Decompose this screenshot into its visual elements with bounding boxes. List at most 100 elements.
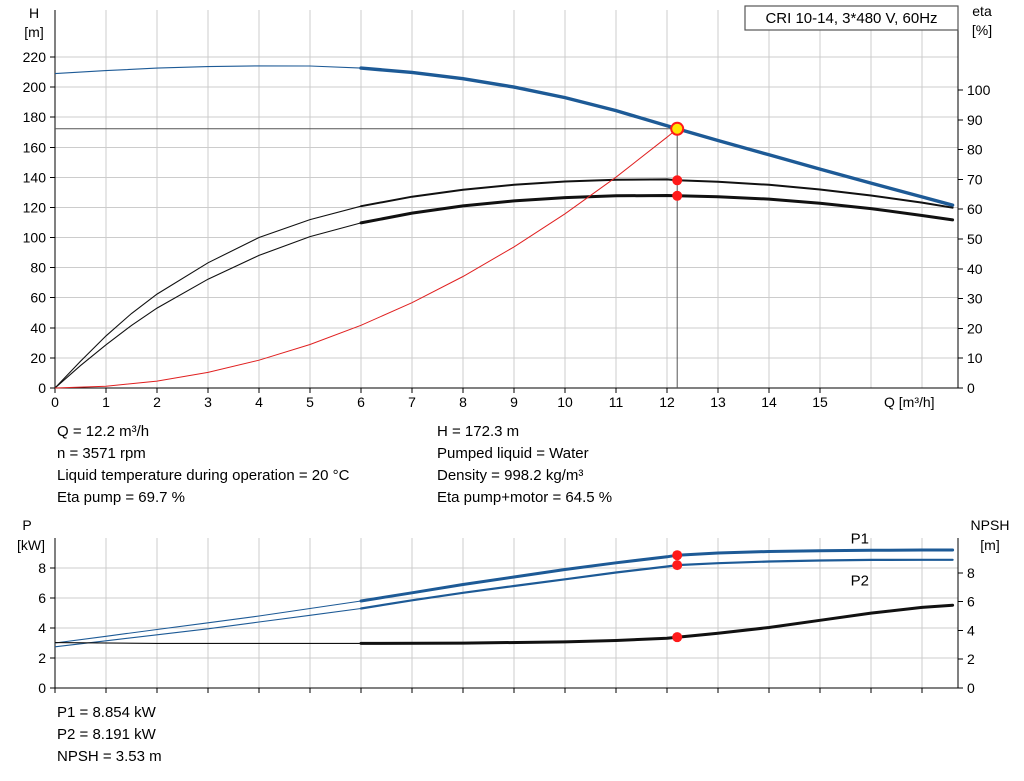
svg-text:70: 70 xyxy=(967,171,983,187)
power-axis-title: P xyxy=(22,517,31,533)
eta-pump-curve-low-range xyxy=(54,205,362,389)
info-eta-total: Eta pump+motor = 64.5 % xyxy=(437,489,612,506)
svg-text:4: 4 xyxy=(38,620,46,636)
svg-text:220: 220 xyxy=(23,49,47,65)
svg-text:6: 6 xyxy=(357,394,365,410)
svg-text:4: 4 xyxy=(967,622,975,638)
info-liquid-temp: Liquid temperature during operation = 20… xyxy=(57,467,350,484)
svg-text:200: 200 xyxy=(23,79,47,95)
duty-point-crosshair xyxy=(55,128,678,388)
operating-point-dot xyxy=(672,190,683,201)
power-npsh-chart: 0 2 4 6 8 0 2 4 6 8 P1 P2 xyxy=(38,531,975,696)
operating-point-dot xyxy=(672,560,683,571)
duty-point[interactable] xyxy=(670,121,685,136)
head-axis-unit: [m] xyxy=(24,24,43,40)
svg-text:120: 120 xyxy=(23,199,47,215)
result-npsh: NPSH = 3.53 m xyxy=(57,748,162,765)
info-head: H = 172.3 m xyxy=(437,423,519,440)
svg-text:8: 8 xyxy=(459,394,467,410)
svg-text:12: 12 xyxy=(659,394,675,410)
p2-curve-low-range xyxy=(54,607,362,648)
svg-text:9: 9 xyxy=(510,394,518,410)
info-flow: Q = 12.2 m³/h xyxy=(57,423,149,440)
svg-text:20: 20 xyxy=(967,320,983,336)
svg-text:40: 40 xyxy=(967,261,983,277)
eta-axis-unit: [%] xyxy=(972,22,992,38)
p1-label: P1 xyxy=(851,531,869,548)
eta-pump-plus-motor-curve-low-range xyxy=(54,222,362,389)
svg-text:20: 20 xyxy=(30,350,46,366)
svg-text:7: 7 xyxy=(408,394,416,410)
head-h-curve-low-range xyxy=(54,65,362,75)
svg-text:140: 140 xyxy=(23,169,47,185)
svg-text:60: 60 xyxy=(30,290,46,306)
info-speed: n = 3571 rpm xyxy=(57,445,146,462)
svg-text:160: 160 xyxy=(23,139,47,155)
svg-text:0: 0 xyxy=(967,380,975,396)
flow-axis-title: Q [m³/h] xyxy=(884,394,935,410)
p2-curve xyxy=(359,558,954,610)
svg-text:8: 8 xyxy=(38,560,46,576)
result-p2: P2 = 8.191 kW xyxy=(57,726,157,743)
svg-text:100: 100 xyxy=(967,82,991,98)
svg-text:14: 14 xyxy=(761,394,777,410)
svg-text:2: 2 xyxy=(38,650,46,666)
axes: 0 2 4 6 8 0 2 4 6 8 xyxy=(38,538,975,696)
npsh-curve-low-range xyxy=(54,642,361,644)
head-axis-title: H xyxy=(29,5,39,21)
system-curve-curve xyxy=(54,128,678,389)
npsh-curve xyxy=(359,603,955,645)
svg-text:5: 5 xyxy=(306,394,314,410)
svg-text:6: 6 xyxy=(967,594,975,610)
npsh-axis-unit: [m] xyxy=(980,537,999,553)
info-eta-pump: Eta pump = 69.7 % xyxy=(57,489,185,506)
svg-text:180: 180 xyxy=(23,109,47,125)
svg-text:30: 30 xyxy=(967,291,983,307)
svg-text:60: 60 xyxy=(967,201,983,217)
svg-text:0: 0 xyxy=(967,680,975,696)
svg-text:100: 100 xyxy=(23,230,47,246)
p1-curve xyxy=(359,548,955,603)
grid-lines xyxy=(55,538,958,688)
eta-pump-curve xyxy=(360,178,954,209)
svg-text:10: 10 xyxy=(967,350,983,366)
svg-text:6: 6 xyxy=(38,590,46,606)
svg-text:4: 4 xyxy=(255,394,263,410)
svg-text:0: 0 xyxy=(38,380,46,396)
svg-text:13: 13 xyxy=(710,394,726,410)
svg-text:8: 8 xyxy=(967,565,975,581)
qh-eta-chart: 0204060801001201401601802002200102030405… xyxy=(23,10,991,410)
svg-text:80: 80 xyxy=(30,260,46,276)
svg-text:3: 3 xyxy=(204,394,212,410)
svg-text:90: 90 xyxy=(967,112,983,128)
svg-text:80: 80 xyxy=(967,142,983,158)
svg-text:0: 0 xyxy=(38,680,46,696)
pump-designation-box xyxy=(744,5,959,31)
result-p1: P1 = 8.854 kW xyxy=(57,704,157,721)
svg-text:0: 0 xyxy=(51,394,59,410)
svg-text:1: 1 xyxy=(102,394,110,410)
p2-label: P2 xyxy=(851,572,869,589)
operating-point-dot xyxy=(672,550,683,561)
info-density: Density = 998.2 kg/m³ xyxy=(437,467,583,484)
svg-text:40: 40 xyxy=(30,320,46,336)
eta-axis-title: eta xyxy=(972,3,992,19)
eta-pump-plus-motor-curve xyxy=(359,193,955,225)
info-pumped-liquid: Pumped liquid = Water xyxy=(437,445,589,462)
p1-curve-low-range xyxy=(54,600,362,644)
svg-text:11: 11 xyxy=(609,394,624,410)
operating-point-dot xyxy=(672,632,683,643)
npsh-axis-title: NPSH xyxy=(971,517,1010,533)
head-h-curve xyxy=(359,66,955,207)
svg-text:15: 15 xyxy=(812,394,828,410)
svg-text:2: 2 xyxy=(153,394,161,410)
axes: 0204060801001201401601802002200102030405… xyxy=(23,10,991,410)
operating-point-dot xyxy=(672,175,683,186)
svg-text:2: 2 xyxy=(967,651,975,667)
svg-text:50: 50 xyxy=(967,231,983,247)
power-axis-unit: [kW] xyxy=(17,537,45,553)
pump-designation: CRI 10-14, 3*480 V, 60Hz xyxy=(765,10,937,27)
svg-text:10: 10 xyxy=(557,394,573,410)
